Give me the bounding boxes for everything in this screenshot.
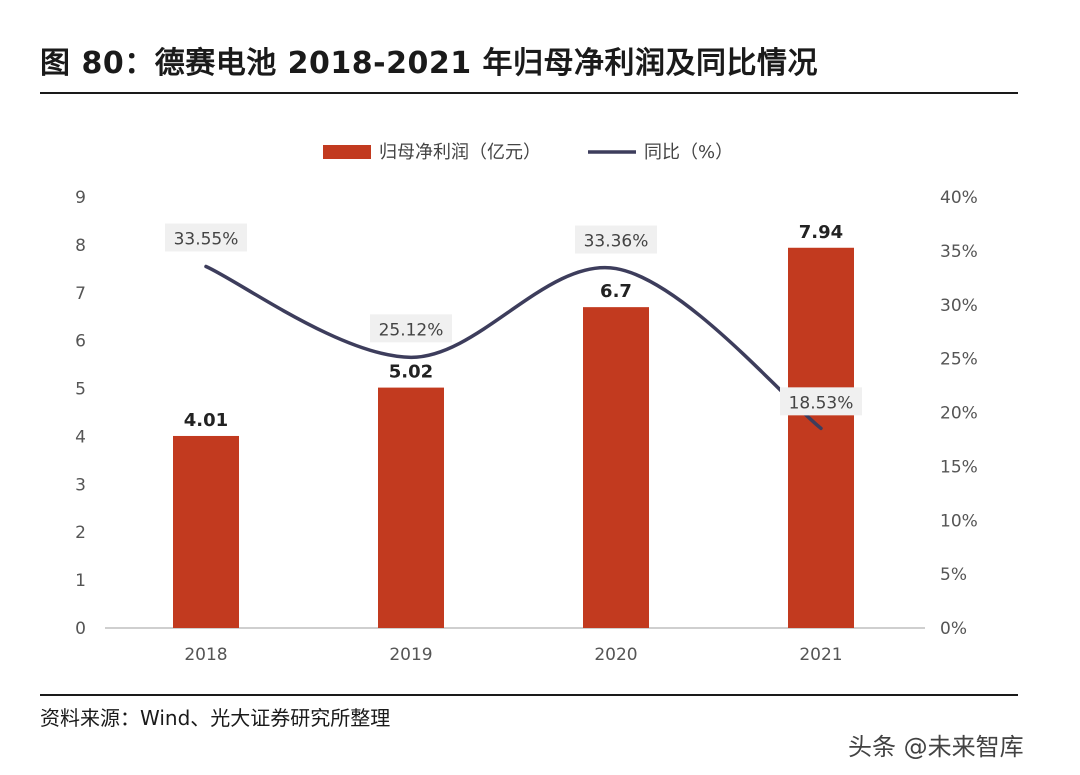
chart-title: 图 80：德赛电池 2018-2021 年归母净利润及同比情况 <box>40 46 819 81</box>
y-right-tick-label: 30% <box>940 296 978 316</box>
bar-2020 <box>583 307 649 628</box>
y-left-tick-label: 2 <box>75 523 86 543</box>
line-label-box-2021 <box>780 387 862 416</box>
legend-label-line: 同比（%） <box>644 142 733 163</box>
line-data-labels: 33.55% 25.12% 33.36% 18.53% <box>165 223 862 416</box>
x-tick-label: 2021 <box>799 645 842 665</box>
source-divider <box>40 694 1018 696</box>
bar-label-2019: 5.02 <box>389 362 433 383</box>
chart-svg: 归母净利润（亿元） 同比（%） 0 1 2 3 4 5 6 7 8 9 0% 5% 10% 15% 20% 25… <box>75 142 978 665</box>
title-divider <box>40 92 1018 94</box>
y-left-tick-label: 8 <box>75 236 86 256</box>
x-tick-label: 2018 <box>184 645 227 665</box>
line-label-2018: 33.55% <box>174 229 239 249</box>
legend-label-bar: 归母净利润（亿元） <box>379 142 541 163</box>
bar-label-2018: 4.01 <box>184 410 228 431</box>
line-series <box>204 264 823 431</box>
line-label-box-2020 <box>575 225 657 254</box>
y-right-tick-label: 25% <box>940 350 978 370</box>
line-label-2021: 18.53% <box>789 393 854 413</box>
legend-swatch-bar <box>323 145 371 159</box>
bar-data-labels: 4.01 5.02 6.7 7.94 <box>184 222 843 431</box>
yoy-line <box>204 264 823 431</box>
y-left-tick-label: 9 <box>75 188 86 208</box>
line-label-2020: 33.36% <box>584 232 649 252</box>
y-left-tick-label: 7 <box>75 284 86 304</box>
bar-series <box>173 247 854 629</box>
y-left-tick-label: 6 <box>75 332 86 352</box>
watermark: 头条 @未来智库 <box>848 733 1024 761</box>
y-right-tick-label: 20% <box>940 404 978 424</box>
bar-label-2021: 7.94 <box>799 222 843 243</box>
y-left-tick-label: 0 <box>75 619 86 639</box>
line-label-box-2018 <box>165 223 247 252</box>
line-label-2019: 25.12% <box>379 320 444 340</box>
y-right-tick-label: 40% <box>940 188 978 208</box>
y-right-tick-label: 10% <box>940 511 978 531</box>
y-right-tick-label: 15% <box>940 457 978 477</box>
y-left-tick-label: 4 <box>75 427 86 447</box>
bar-label-2020: 6.7 <box>600 281 632 302</box>
y-right-tick-label: 0% <box>940 619 967 639</box>
y-right-tick-label: 5% <box>940 565 967 585</box>
source-note: 资料来源：Wind、光大证券研究所整理 <box>40 706 391 730</box>
y-left-tick-label: 5 <box>75 380 86 400</box>
bar-2021 <box>788 247 854 629</box>
y-right-tick-label: 35% <box>940 242 978 262</box>
bar-2019 <box>378 387 444 628</box>
y-left-tick-label: 1 <box>75 571 86 591</box>
x-tick-label: 2019 <box>389 645 432 665</box>
x-tick-label: 2020 <box>594 645 637 665</box>
bar-2018 <box>173 435 239 628</box>
legend: 归母净利润（亿元） 同比（%） <box>323 142 733 163</box>
line-label-box-2019 <box>370 314 452 343</box>
y-left-tick-label: 3 <box>75 475 86 495</box>
